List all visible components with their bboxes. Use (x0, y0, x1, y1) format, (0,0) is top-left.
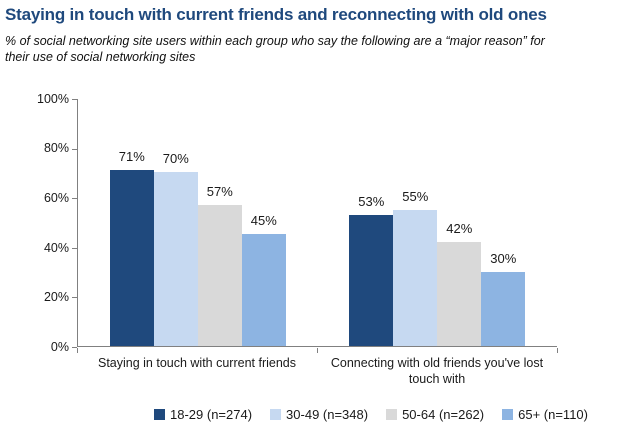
y-axis-tick (72, 247, 77, 249)
bar (197, 204, 242, 346)
x-axis-tick (557, 347, 558, 353)
chart-subtitle: % of social networking site users within… (5, 34, 545, 64)
y-tick-label: 0% (50, 339, 69, 354)
legend-swatch (386, 408, 398, 420)
legend-label: 65+ (n=110) (518, 406, 588, 422)
page-title: Staying in touch with current friends an… (5, 5, 547, 24)
legend-item: 50-64 (n=262) (386, 407, 484, 422)
y-axis-tick (72, 296, 77, 298)
bar-value-label: 30% (490, 250, 517, 266)
plot-area: 71% 70% 57% 45% 53% 55% 42% 30% (77, 98, 558, 347)
bar-value-label: 53% (358, 193, 385, 209)
bar-with-label: 55% (393, 188, 438, 346)
x-axis-tick (317, 347, 318, 353)
bar-with-label: 71% (109, 148, 154, 346)
bar-value-label: 45% (250, 212, 277, 228)
y-axis-tick (72, 148, 77, 150)
legend-swatch (154, 408, 166, 420)
bar (437, 241, 482, 346)
bar-with-label: 57% (197, 183, 242, 346)
bar-with-label: 53% (349, 193, 394, 346)
y-tick-label: 80% (43, 141, 69, 156)
legend-item: 18-29 (n=274) (154, 407, 252, 422)
bar (153, 171, 198, 346)
legend-swatch (502, 408, 514, 420)
bar-value-label: 57% (206, 183, 233, 199)
bar-value-label: 71% (118, 148, 145, 164)
legend-item: 65+ (n=110) (502, 407, 588, 422)
x-axis-tick (77, 347, 78, 353)
y-tick-label: 20% (43, 290, 69, 305)
y-tick-label: 100% (37, 91, 69, 106)
bar-with-label: 70% (153, 150, 198, 346)
bar (393, 209, 438, 346)
bar (241, 233, 286, 346)
y-axis-tick (72, 98, 77, 100)
legend-label: 50-64 (n=262) (402, 406, 485, 422)
bar (349, 214, 394, 346)
legend-label: 18-29 (n=274) (170, 406, 253, 422)
bar-group: 53% 55% 42% 30% (318, 99, 558, 346)
bar-value-label: 42% (446, 220, 473, 236)
bar-with-label: 30% (481, 250, 526, 346)
y-axis-tick (72, 197, 77, 199)
bar-value-label: 70% (162, 150, 189, 166)
bar-group: 71% 70% 57% 45% (78, 99, 318, 346)
bar-with-label: 45% (241, 212, 286, 346)
legend-label: 30-49 (n=348) (286, 406, 369, 422)
y-tick-label: 40% (43, 240, 69, 255)
bar (481, 271, 526, 346)
y-tick-label: 60% (43, 190, 69, 205)
bar-value-label: 55% (402, 188, 429, 204)
bar-with-label: 42% (437, 220, 482, 346)
x-axis-category-label: Staying in touch with current friends (97, 355, 297, 370)
x-axis-category-labels: Staying in touch with current friends Con… (77, 355, 557, 388)
legend: 18-29 (n=274) 30-49 (n=348) 50-64 (n=262) 6… (120, 407, 622, 422)
legend-swatch (270, 408, 282, 420)
x-axis-category-label: Connecting with old friends you've lost … (330, 355, 544, 386)
bar (109, 169, 154, 346)
legend-item: 30-49 (n=348) (270, 407, 368, 422)
y-axis-tick-labels: 0% 20% 40% 60% 80% 100% (0, 92, 69, 354)
y-axis-tick (72, 346, 77, 348)
bar-chart: 0% 20% 40% 60% 80% 100% 71% 70% 57% 45% 53% 55% 42%… (0, 67, 622, 431)
